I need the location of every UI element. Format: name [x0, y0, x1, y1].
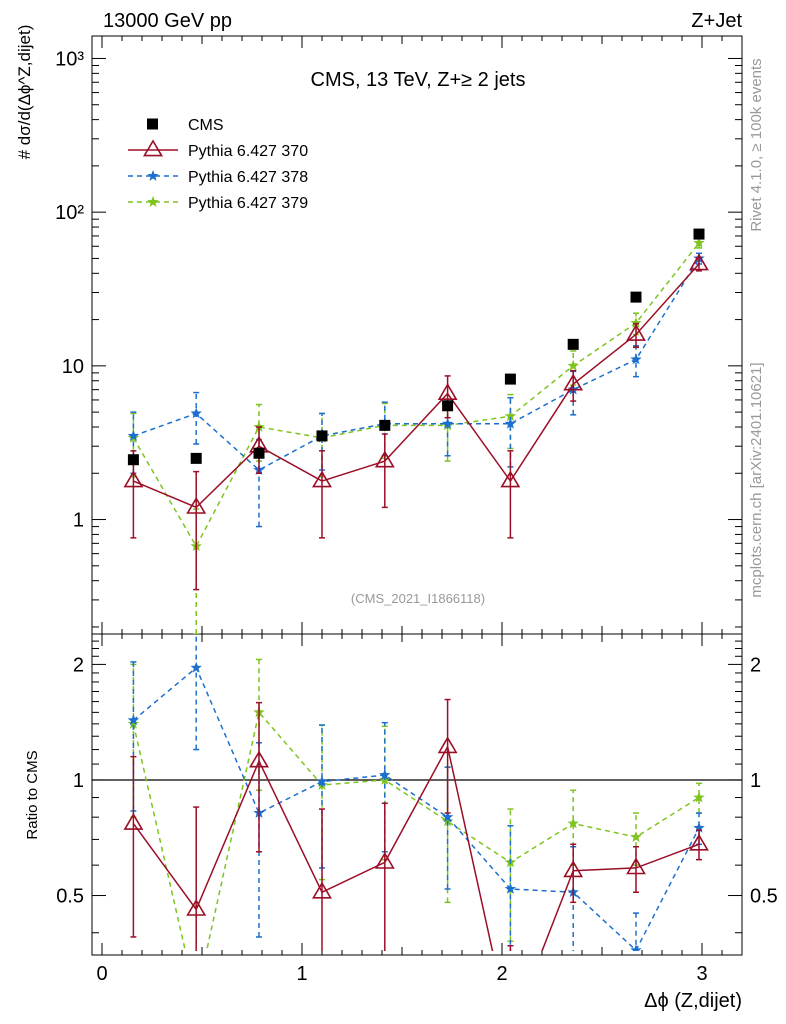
- star-marker: [379, 769, 391, 780]
- x-tick-label: 1: [296, 963, 307, 985]
- cms-data-point: [379, 419, 391, 431]
- ratio-tick-label: 1: [73, 770, 84, 792]
- ratio-tick-label: 0.5: [56, 886, 84, 908]
- triangle-marker: [311, 470, 333, 488]
- header-right-text: Z+Jet: [691, 10, 742, 32]
- star-marker: [693, 237, 705, 248]
- mcplots-label: mcplots.cern.ch [arXiv:2401.10621]: [748, 362, 765, 597]
- triangle-marker: [143, 139, 163, 157]
- triangle-marker: [186, 898, 207, 916]
- star-marker: [630, 831, 642, 842]
- main-panel: 1 10 10² 10³: [55, 35, 743, 635]
- triangle-marker: [689, 253, 709, 271]
- x-axis-label: Δϕ (Z,dijet): [644, 990, 742, 1012]
- header-left-text: 13000 GeV pp: [103, 10, 232, 32]
- main-series: [123, 228, 709, 634]
- star-marker: [504, 410, 517, 422]
- triangle-marker: [186, 496, 207, 514]
- cms-data-point: [190, 452, 202, 464]
- data-marks: [123, 228, 709, 1003]
- cms-data-point: [567, 338, 579, 350]
- ratio-tick-label: 2: [73, 654, 84, 676]
- cms-data-point: [693, 228, 705, 240]
- series-line: [133, 263, 700, 509]
- star-marker: [190, 661, 202, 673]
- triangle-marker: [626, 857, 646, 875]
- chart-title: CMS, 13 TeV, Z+≥ 2 jets: [311, 69, 526, 91]
- triangle-marker: [563, 373, 584, 391]
- cms-data-point: [127, 454, 139, 466]
- star-marker: [316, 775, 328, 787]
- star-marker: [630, 353, 642, 365]
- triangle-marker: [374, 851, 395, 869]
- star-marker: [190, 407, 202, 419]
- triangle-marker: [437, 736, 458, 754]
- star-marker: [127, 429, 140, 441]
- legend-label: Pythia 6.427 370: [188, 143, 308, 160]
- series-line: [133, 258, 700, 471]
- analysis-label: (CMS_2021_I1866118): [351, 591, 485, 606]
- legend-label: Pythia 6.427 379: [188, 195, 308, 212]
- cms-data-point: [316, 430, 328, 442]
- star-marker: [441, 811, 454, 822]
- triangle-marker: [626, 323, 646, 341]
- y-tick-label: 10: [62, 356, 84, 378]
- cms-data-point: [253, 447, 265, 459]
- ratio-series: [123, 634, 709, 1003]
- star-marker: [693, 791, 705, 803]
- y-tick-label: 1: [73, 510, 84, 532]
- cms-data-point: [630, 291, 642, 303]
- triangle-marker: [437, 383, 458, 401]
- triangle-marker: [312, 881, 332, 899]
- cms-data-point: [504, 373, 516, 385]
- legend-marker-cms: [147, 118, 158, 130]
- rivet-version-label: Rivet 4.1.0, ≥ 100k events: [748, 58, 765, 231]
- ratio-tick-label-right: 1: [750, 770, 761, 792]
- star-marker: [441, 417, 454, 429]
- star-marker: [127, 714, 140, 726]
- x-tick-label: 3: [696, 963, 707, 985]
- y-axis-label: # dσ/d(Δϕ^Z,dijet): [15, 25, 34, 160]
- ratio-tick-label-right: 0.5: [750, 886, 778, 908]
- star-marker: [441, 815, 454, 827]
- cms-data-point: [442, 400, 454, 412]
- star-marker: [147, 170, 159, 181]
- legend-label: Pythia 6.427 378: [188, 169, 308, 186]
- triangle-marker: [123, 812, 144, 830]
- triangle-marker: [249, 750, 269, 768]
- ratio-line: [132, 710, 700, 951]
- triangle-marker: [563, 860, 584, 878]
- series-line: [132, 242, 700, 548]
- y-tick-label: 10³: [55, 48, 84, 70]
- triangle-marker: [500, 470, 521, 488]
- star-marker: [630, 944, 642, 951]
- star-marker: [127, 717, 140, 729]
- star-marker: [693, 821, 705, 833]
- y-tick-label: 10²: [55, 202, 84, 224]
- ratio-panel: 0 1 2 3 0.5 0.5 1 1 2 2: [56, 633, 778, 985]
- legend-label: CMS: [188, 117, 224, 134]
- ratio-frame: [91, 633, 743, 956]
- ratio-line: [132, 666, 700, 951]
- star-marker: [630, 317, 642, 328]
- ratio-y-axis-label: Ratio to CMS: [24, 750, 41, 839]
- x-tick-label: 2: [496, 963, 507, 985]
- star-marker: [191, 992, 202, 1003]
- star-marker: [147, 196, 159, 207]
- star-marker: [504, 883, 517, 894]
- star-marker: [567, 817, 579, 829]
- triangle-marker: [374, 450, 395, 468]
- star-marker: [504, 417, 517, 429]
- x-tick-label: 0: [96, 963, 107, 985]
- star-marker: [567, 359, 579, 371]
- legend: CMS Pythia 6.427 370 Pythia 6.427 378 Pythi…: [128, 117, 308, 212]
- triangle-marker: [689, 833, 709, 851]
- ratio-tick-label-right: 2: [750, 654, 761, 676]
- triangle-marker: [123, 470, 144, 488]
- ratio-line: [132, 744, 700, 951]
